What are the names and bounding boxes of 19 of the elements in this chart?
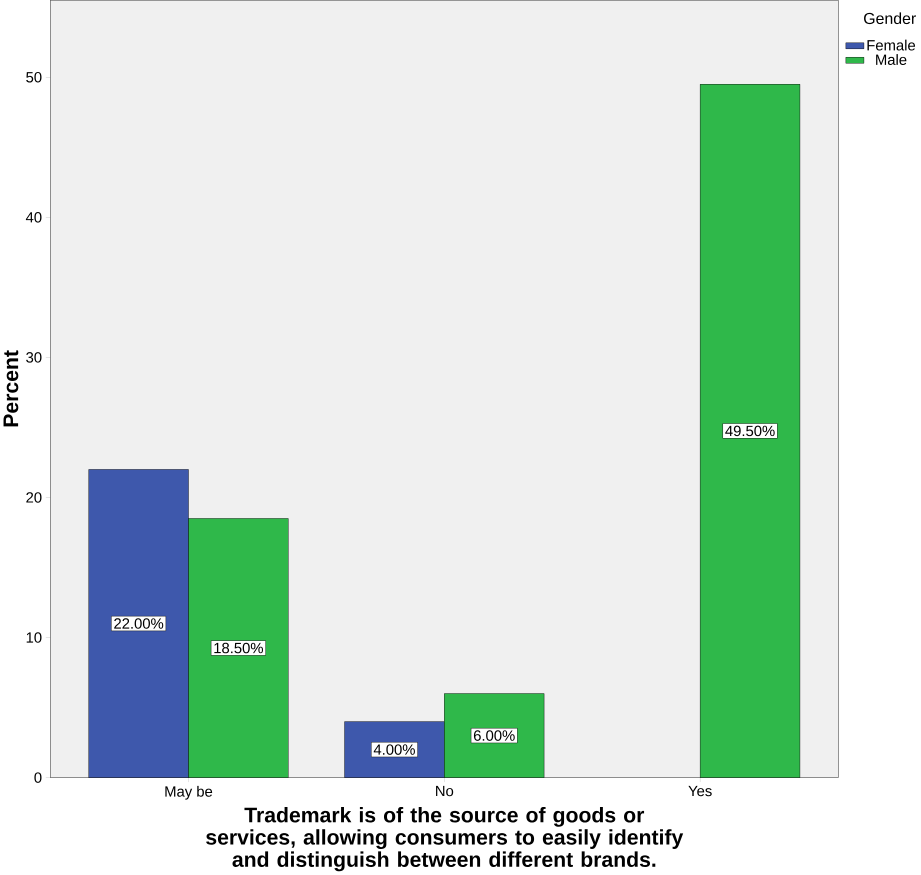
y-tick-label: 20 xyxy=(26,492,42,503)
data-label: 4.00% xyxy=(374,744,415,755)
y-tick-label: 30 xyxy=(26,352,42,363)
legend-label: Male xyxy=(876,54,906,66)
legend-title: Gender xyxy=(864,12,916,24)
x-axis-title: Trademark is of the source of goods or services, allowing consumers to easily identify and distinguish between different brands. xyxy=(206,807,684,872)
y-axis-title: Percent xyxy=(4,350,18,426)
x-tick-label: May be xyxy=(165,786,212,800)
x-tick-label: Yes xyxy=(688,786,712,796)
data-label: 22.00% xyxy=(114,618,164,629)
legend-label: Female xyxy=(867,40,916,51)
y-tick-label: 0 xyxy=(34,772,42,783)
data-label: 6.00% xyxy=(474,730,515,741)
y-tick-label: 10 xyxy=(26,632,42,643)
y-tick-label: 50 xyxy=(26,72,42,83)
data-label: 49.50% xyxy=(725,426,775,436)
y-tick-label: 40 xyxy=(26,212,42,223)
x-tick-label: No xyxy=(436,786,454,796)
data-label: 18.50% xyxy=(214,642,263,654)
